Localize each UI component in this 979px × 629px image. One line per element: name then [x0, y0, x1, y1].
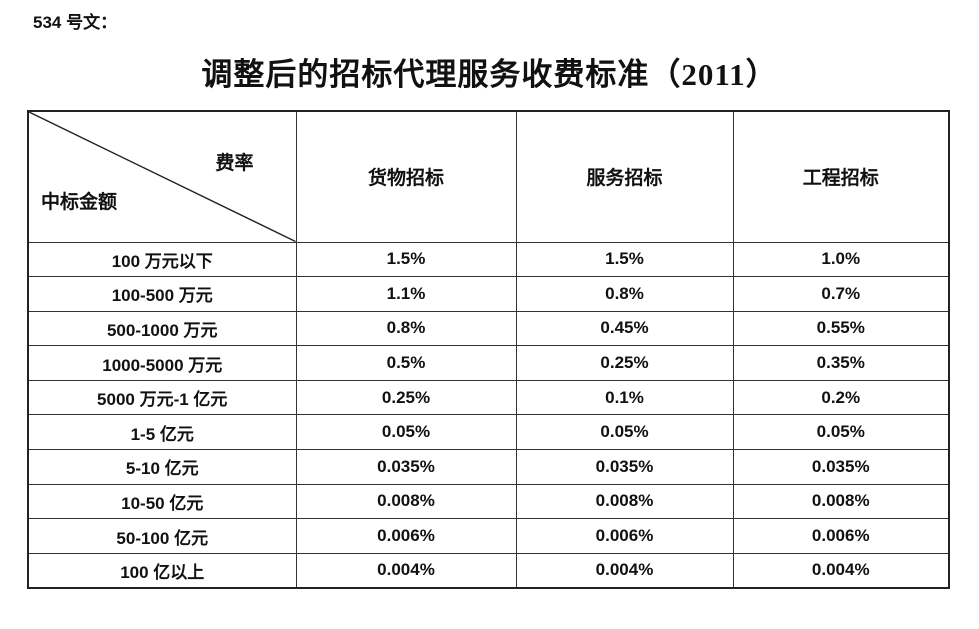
- fee-cell: 1.0%: [732, 241, 950, 278]
- corner-header-cell: 费率 中标金额: [27, 110, 297, 243]
- row-label: 1000-5000 万元: [27, 345, 297, 381]
- fee-cell: 0.006%: [732, 518, 950, 554]
- fee-cell: 0.006%: [295, 518, 517, 554]
- fee-cell: 0.45%: [515, 310, 734, 347]
- fee-cell: 0.035%: [515, 449, 734, 485]
- fee-cell: 0.8%: [295, 310, 517, 347]
- fee-cell: 0.8%: [515, 276, 734, 312]
- row-label: 500-1000 万元: [27, 310, 297, 347]
- column-header-services: 服务招标: [515, 110, 734, 243]
- table-row: 1-5 亿元 0.05% 0.05% 0.05%: [27, 414, 950, 451]
- row-label: 50-100 亿元: [27, 518, 297, 554]
- table-row: 10-50 亿元 0.008% 0.008% 0.008%: [27, 483, 950, 520]
- table-row: 100-500 万元 1.1% 0.8% 0.7%: [27, 276, 950, 312]
- fee-cell: 0.006%: [515, 518, 734, 554]
- fee-cell: 0.035%: [295, 449, 517, 485]
- fee-cell: 0.05%: [295, 414, 517, 451]
- fee-cell: 1.5%: [515, 241, 734, 278]
- fee-cell: 0.25%: [295, 379, 517, 416]
- fee-cell: 0.004%: [515, 552, 734, 589]
- fee-cell: 0.035%: [732, 449, 950, 485]
- row-label: 100 亿以上: [27, 552, 297, 589]
- page-title: 调整后的招标代理服务收费标准（2011）: [201, 57, 778, 92]
- fee-cell: 0.008%: [515, 483, 734, 520]
- row-label: 1-5 亿元: [27, 414, 297, 451]
- fee-table: 费率 中标金额 货物招标 服务招标 工程招标 100 万元以下 1.5% 1.5…: [27, 110, 950, 589]
- fee-cell: 0.008%: [732, 483, 950, 520]
- row-label: 100 万元以下: [27, 241, 297, 278]
- table-row: 50-100 亿元 0.006% 0.006% 0.006%: [27, 518, 950, 554]
- fee-cell: 0.008%: [295, 483, 517, 520]
- fee-cell: 0.1%: [515, 379, 734, 416]
- row-label: 5-10 亿元: [27, 449, 297, 485]
- table-row: 1000-5000 万元 0.5% 0.25% 0.35%: [27, 345, 950, 381]
- fee-cell: 0.5%: [295, 345, 517, 381]
- row-label: 100-500 万元: [27, 276, 297, 312]
- table-row: 500-1000 万元 0.8% 0.45% 0.55%: [27, 310, 950, 347]
- fee-cell: 0.004%: [295, 552, 517, 589]
- table-row: 5-10 亿元 0.035% 0.035% 0.035%: [27, 449, 950, 485]
- corner-label-rate: 费率: [215, 153, 254, 174]
- fee-cell: 0.55%: [732, 310, 950, 347]
- header-row: 费率 中标金额 货物招标 服务招标 工程招标: [27, 110, 950, 243]
- fee-cell: 0.2%: [732, 379, 950, 416]
- fee-cell: 1.5%: [295, 241, 517, 278]
- fee-cell: 0.004%: [732, 552, 950, 589]
- doc-number: 534 号文：: [33, 13, 118, 32]
- fee-cell: 0.05%: [515, 414, 734, 451]
- column-header-engineering: 工程招标: [732, 110, 950, 243]
- fee-cell: 0.05%: [732, 414, 950, 451]
- fee-cell: 0.35%: [732, 345, 950, 381]
- column-header-goods: 货物招标: [295, 110, 517, 243]
- fee-cell: 0.7%: [732, 276, 950, 312]
- table-row: 100 万元以下 1.5% 1.5% 1.0%: [27, 241, 950, 278]
- fee-cell: 0.25%: [515, 345, 734, 381]
- table-row: 5000 万元-1 亿元 0.25% 0.1% 0.2%: [27, 379, 950, 416]
- table-row: 100 亿以上 0.004% 0.004% 0.004%: [27, 552, 950, 589]
- row-label: 10-50 亿元: [27, 483, 297, 520]
- row-label: 5000 万元-1 亿元: [27, 379, 297, 416]
- diagonal-divider-line: [29, 112, 296, 242]
- fee-cell: 1.1%: [295, 276, 517, 312]
- corner-label-amount: 中标金额: [41, 191, 118, 213]
